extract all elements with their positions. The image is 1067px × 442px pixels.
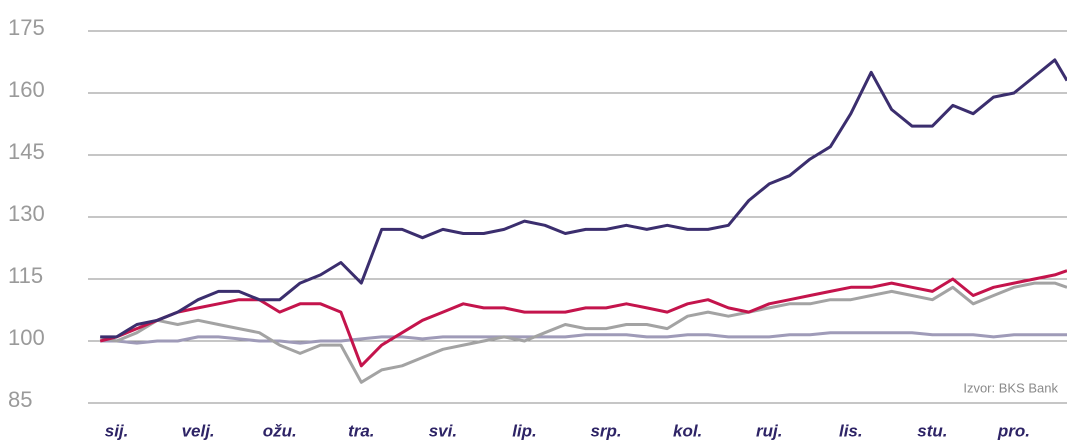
x-tick-label: lis. [839, 421, 863, 440]
x-tick-label: pro. [997, 421, 1030, 440]
x-tick-label: lip. [512, 421, 537, 440]
series-line [99, 281, 1067, 384]
y-tick-label: 100 [8, 325, 45, 350]
x-tick-label: ožu. [263, 421, 297, 440]
x-tick-label: kol. [673, 421, 702, 440]
series-line [100, 58, 1067, 339]
y-tick-label: 175 [8, 15, 45, 40]
y-tick-label: 160 [8, 77, 45, 102]
source-note: Izvor: BKS Bank [963, 380, 1058, 395]
x-tick-label: srp. [590, 421, 621, 440]
y-tick-label: 130 [8, 201, 45, 226]
series-line [100, 331, 1067, 345]
x-tick-label: sij. [105, 421, 129, 440]
y-tick-label: 85 [8, 387, 32, 412]
x-tick-label: ruj. [756, 421, 782, 440]
y-tick-label: 115 [8, 263, 43, 288]
x-tick-label: velj. [182, 421, 215, 440]
x-tick-label: stu. [917, 421, 947, 440]
y-tick-label: 145 [8, 139, 45, 164]
series-line [99, 269, 1067, 368]
x-tick-label: tra. [348, 421, 374, 440]
x-tick-label: svi. [429, 421, 457, 440]
